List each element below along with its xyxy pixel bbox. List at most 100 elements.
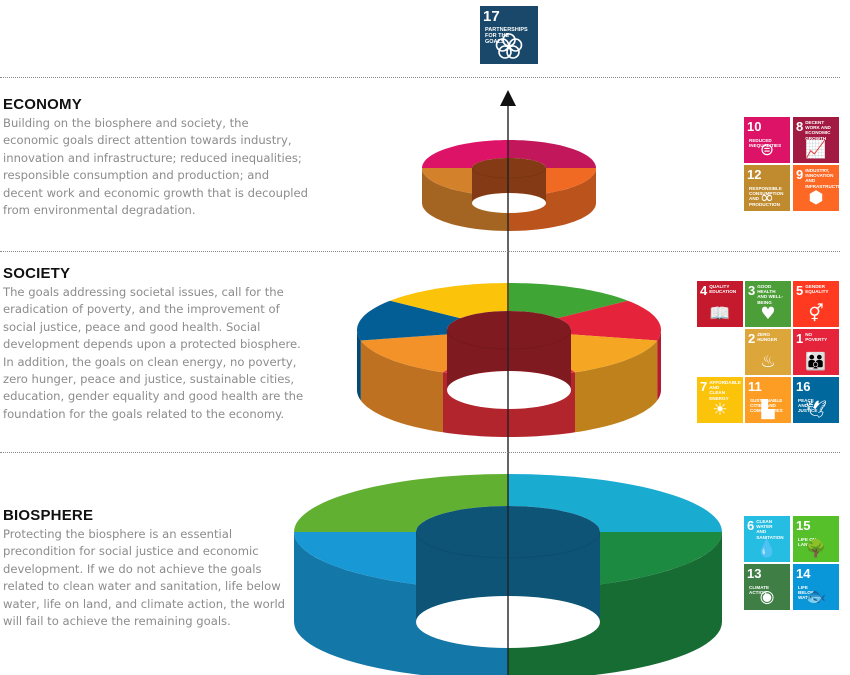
goal-label: SUSTAINABLE CITIES AND COMMUNITIES	[750, 398, 783, 414]
economy-ring-inner-wall	[472, 158, 546, 203]
society-title: SOCIETY	[3, 265, 71, 282]
axis-arrowhead-icon	[500, 90, 516, 106]
goal-label: LIFE BELOW WATER	[798, 585, 816, 601]
goal-number: 6	[747, 518, 755, 533]
society-ring-top-segment	[557, 300, 661, 341]
goal-label: NO POVERTY	[805, 332, 828, 343]
goal-number: 2	[748, 331, 756, 346]
gender-icon: ⚥	[808, 304, 824, 324]
society-ring	[357, 283, 661, 437]
society-ring-top-segment	[509, 283, 628, 319]
biosphere-ring-top-segment	[508, 474, 722, 532]
goal-number: 12	[747, 167, 762, 182]
society-section: SOCIETY The goals addressing societal is…	[3, 265, 308, 423]
fish-icon: 🐟	[805, 587, 827, 607]
tree-icon: 🌳	[805, 539, 827, 559]
city-icon: ▙	[761, 400, 775, 420]
goal-10-tile: 10 REDUCED INEQUALITIES ⊜	[744, 117, 790, 163]
goal-label: INDUSTRY, INNOVATION AND INFRASTRUCTURE	[805, 168, 839, 189]
society-ring-inner-wall	[447, 311, 571, 390]
goal-label: DECENT WORK AND ECONOMIC GROWTH	[805, 120, 831, 141]
family-icon: 👪	[805, 352, 827, 372]
divider-bottom	[0, 452, 840, 453]
economy-ring-side-segment	[422, 168, 509, 231]
goal-number: 8	[796, 119, 804, 134]
goal-4-tile: 4 QUALITY EDUCATION 📖	[697, 281, 743, 327]
goal-number: 3	[748, 283, 756, 298]
goal-number: 10	[747, 119, 762, 134]
biosphere-ring-top-segment	[294, 474, 508, 532]
society-description: The goals addressing societal issues, ca…	[3, 285, 304, 421]
economy-section: ECONOMY Building on the biosphere and so…	[3, 96, 308, 219]
goal-7-tile: 7 AFFORDABLE AND CLEAN ENERGY ☀	[697, 377, 743, 423]
goal-number: 14	[796, 566, 811, 581]
economy-title: ECONOMY	[3, 96, 82, 113]
goal-label: GENDER EQUALITY	[805, 284, 829, 295]
heartbeat-icon: ♥	[760, 304, 776, 324]
goal-1-tile: 1 NO POVERTY 👪	[793, 329, 839, 375]
water-drop-icon: 💧	[756, 539, 778, 559]
goal-3-tile: 3 GOOD HEALTH AND WELL-BEING ♥	[745, 281, 791, 327]
goal-13-tile: 13 CLIMATE ACTION ◉	[744, 564, 790, 610]
divider-middle	[0, 251, 840, 252]
society-ring-side-segment	[657, 330, 661, 401]
society-ring-top-segment	[390, 283, 509, 319]
goal-8-tile: 8 DECENT WORK AND ECONOMIC GROWTH 📈	[793, 117, 839, 163]
economy-ring-top-segment	[509, 140, 596, 168]
goal-number: 13	[747, 566, 762, 581]
goal-number: 16	[796, 379, 811, 394]
goal-number: 15	[796, 518, 811, 533]
goal-label: AFFORDABLE AND CLEAN ENERGY	[709, 380, 741, 401]
goal-number: 9	[796, 167, 804, 182]
dove-icon: 🕊	[805, 400, 827, 420]
goal-number: 1	[796, 331, 804, 346]
economy-description: Building on the biosphere and society, t…	[3, 116, 309, 218]
book-icon: 📖	[709, 304, 731, 324]
goal-label: RESPONSIBLE CONSUMPTION AND PRODUCTION	[749, 186, 784, 207]
economy-ring-hole	[472, 193, 546, 213]
society-ring-inner-edge	[446, 329, 572, 350]
goal-17-tile: 17 PARTNERSHIPS FOR THE GOALS	[480, 6, 538, 64]
economy-ring-side-segment	[509, 168, 596, 231]
goal-number: 7	[700, 379, 708, 394]
goal-label: GOOD HEALTH AND WELL-BEING	[757, 284, 784, 305]
goal-number: 4	[700, 283, 708, 298]
cubes-icon: ⬢	[808, 188, 824, 208]
goal-label: ZERO HUNGER	[757, 332, 778, 343]
society-ring-side-segment	[360, 340, 443, 433]
flower-rings-icon	[495, 33, 523, 59]
society-ring-side-segment	[575, 340, 658, 433]
goal-11-tile: 11 SUSTAINABLE CITIES AND COMMUNITIES ▙	[745, 377, 791, 423]
rings-layer	[294, 140, 722, 675]
goal-14-tile: 14 LIFE BELOW WATER 🐟	[793, 564, 839, 610]
goal-16-tile: 16 PEACE AND JUSTICE 🕊	[793, 377, 839, 423]
biosphere-section: BIOSPHERE Protecting the biosphere is an…	[3, 507, 293, 630]
equals-circle-icon: ⊜	[759, 140, 775, 160]
bowl-icon: ♨	[760, 352, 776, 372]
goal-label: CLIMATE ACTION	[749, 585, 770, 596]
infinity-icon: ∞	[759, 188, 775, 208]
economy-ring-top-segment	[422, 140, 509, 168]
goal-number: 11	[748, 379, 762, 394]
goal-label: LIFE ON LAND	[798, 537, 817, 548]
society-ring-side-segment	[357, 330, 361, 401]
growth-chart-icon: 📈	[805, 140, 827, 160]
goal-15-tile: 15 LIFE ON LAND 🌳	[793, 516, 839, 562]
goal-label: PARTNERSHIPS FOR THE GOALS	[485, 27, 528, 46]
society-ring-top-segment	[357, 300, 461, 341]
eye-globe-icon: ◉	[759, 587, 775, 607]
goal-label: PEACE AND JUSTICE	[798, 398, 818, 414]
goal-2-tile: 2 ZERO HUNGER ♨	[745, 329, 791, 375]
biosphere-title: BIOSPHERE	[3, 507, 94, 524]
goal-number: 17	[483, 8, 500, 25]
economy-ring	[422, 140, 596, 231]
economy-ring-inner-edge	[471, 167, 547, 179]
goal-label: REDUCED INEQUALITIES	[749, 138, 782, 149]
biosphere-description: Protecting the biosphere is an essential…	[3, 527, 286, 629]
goal-6-tile: 6 CLEAN WATER AND SANITATION 💧	[744, 516, 790, 562]
goal-number: 5	[796, 283, 804, 298]
divider-top	[0, 77, 840, 78]
goal-label: QUALITY EDUCATION	[709, 284, 737, 295]
